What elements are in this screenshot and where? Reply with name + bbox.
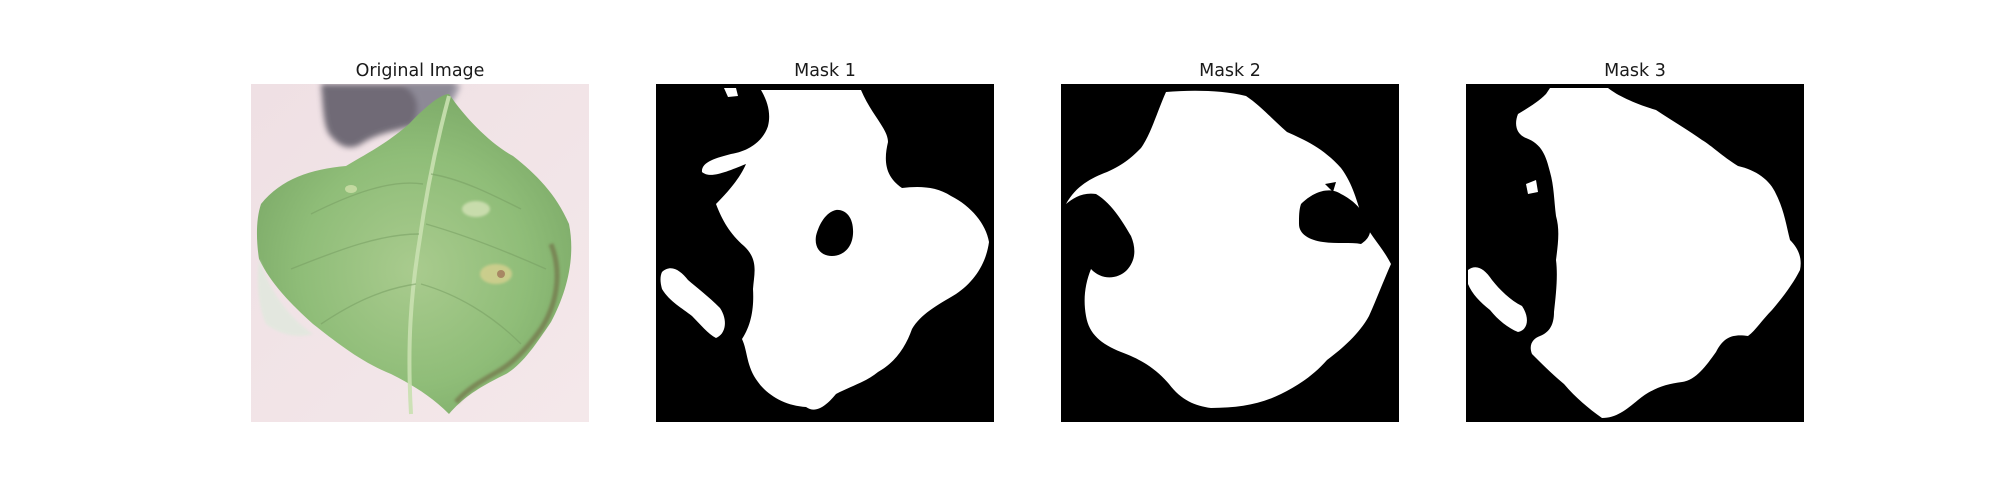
panel-original-image: Original Image (251, 58, 589, 422)
panel-title: Original Image (355, 61, 485, 81)
panel-mask-2: Mask 2 (1061, 58, 1399, 422)
original-leaf-image (251, 84, 589, 422)
panel-mask-1: Mask 1 (656, 58, 994, 422)
mask-1-image (656, 84, 994, 422)
mask-2-image (1061, 84, 1399, 422)
panel-title: Mask 1 (794, 61, 856, 81)
panel-title: Mask 2 (1199, 61, 1261, 81)
mask-3-image (1466, 84, 1804, 422)
panel-mask-3: Mask 3 (1466, 58, 1804, 422)
panel-title: Mask 3 (1604, 61, 1666, 81)
